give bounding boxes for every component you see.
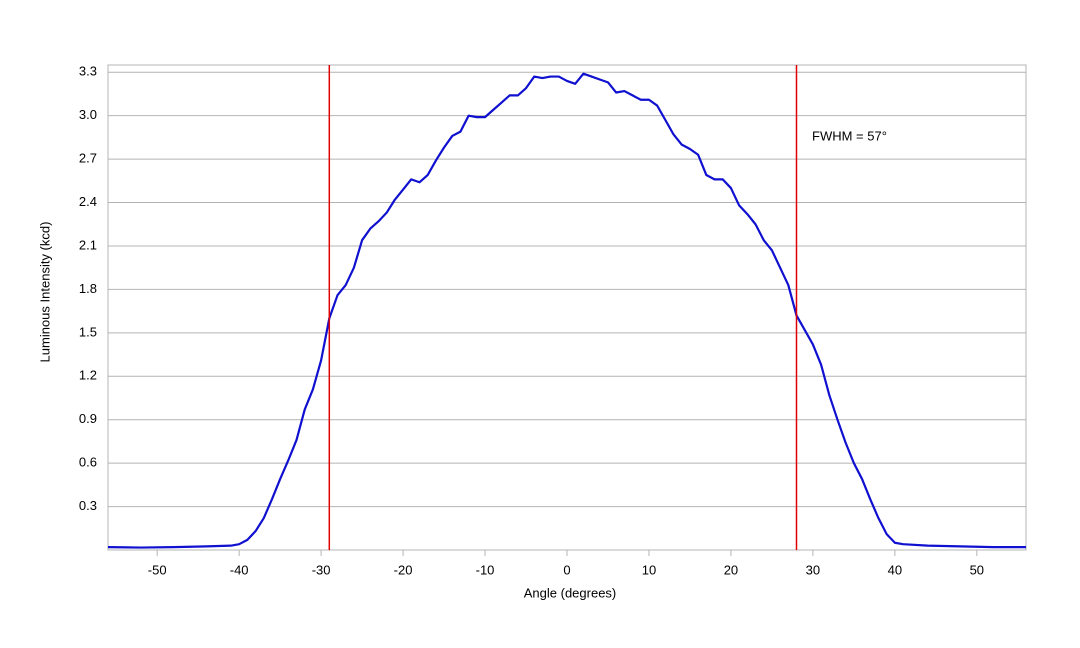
y-tick-label: 2.7 [79,151,97,166]
data-line [107,72,1026,549]
y-tick-label: 0.3 [79,498,97,513]
x-tick-label: -10 [476,562,495,577]
x-tick-label: -20 [394,562,413,577]
y-tick-label: 2.1 [79,237,97,252]
x-tick-label: -50 [148,562,167,577]
y-tick-label: 0.6 [79,455,97,470]
x-tick-label: 40 [888,562,902,577]
annotation: FWHM = 57° [812,128,887,143]
x-tick-label: 30 [806,562,820,577]
plot-border [107,64,1027,551]
x-tick-label: -30 [312,562,331,577]
x-axis-label: Angle (degrees) [524,585,617,600]
y-axis-label: Luminous Intensity (kcd) [37,222,52,363]
x-tick-label: 0 [563,562,570,577]
y-tick-label: 0.9 [79,411,97,426]
x-tick-label: 50 [970,562,984,577]
y-tick-label: 1.5 [79,324,97,339]
y-tick-label: 1.2 [79,368,97,383]
x-tick-label: 20 [724,562,738,577]
y-tick-label: 3.0 [79,107,97,122]
x-tick-label: -40 [230,562,249,577]
y-tick-label: 2.4 [79,194,97,209]
y-tick-label: 3.3 [79,64,97,79]
y-tick-label: 1.8 [79,281,97,296]
x-tick-label: 10 [642,562,656,577]
